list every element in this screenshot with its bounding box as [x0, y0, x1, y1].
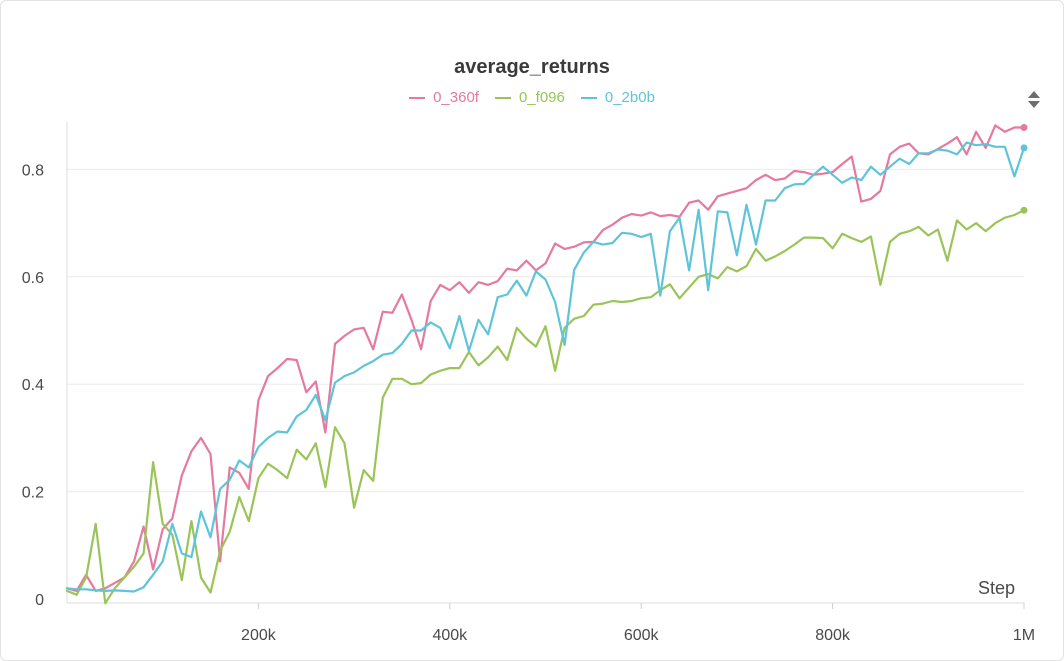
legend-item-0[interactable]: 0_360f: [409, 89, 479, 106]
y-tick-label: 0.4: [22, 377, 44, 394]
legend-swatch-2: [580, 96, 597, 99]
tick-labels: 0 0.2 0.4 0.6 0.8 200k 400k 600k 800k 1M Step: [22, 162, 1035, 644]
legend-swatch-1: [494, 96, 511, 99]
x-tick-label: 800k: [815, 627, 851, 644]
legend-label-2: 0_2b0b: [604, 89, 655, 106]
legend-item-1[interactable]: 0_f096: [494, 89, 565, 106]
series-line-0_f096[interactable]: [65, 209, 1026, 605]
series-line-0_2b0b[interactable]: [65, 141, 1026, 593]
series-end-point-0_2b0b: [1020, 144, 1028, 152]
series-end-point-0_f096: [1020, 206, 1028, 214]
sort-arrows-icon[interactable]: [1026, 90, 1042, 110]
chart-title: average_returns: [454, 56, 610, 78]
legend-label-0: 0_360f: [433, 89, 479, 106]
x-tick-label: 200k: [241, 627, 277, 644]
legend-swatch-0: [409, 96, 426, 99]
x-axis-title: Step: [978, 578, 1015, 598]
x-tick-label: 600k: [624, 627, 660, 644]
series-line-0_360f[interactable]: [65, 124, 1026, 593]
x-tick-label: 400k: [432, 627, 468, 644]
x-tick-label: 1M: [1013, 627, 1035, 644]
y-tick-label: 0.2: [22, 485, 44, 502]
legend-label-1: 0_f096: [518, 89, 565, 106]
chart-legend: 0_360f 0_f096 0_2b0b: [0, 89, 1064, 106]
legend-item-2[interactable]: 0_2b0b: [580, 89, 655, 106]
grid-lines: [67, 168, 1024, 493]
y-tick-label: 0: [35, 592, 44, 609]
series-lines: [65, 124, 1028, 605]
axes: [66, 122, 1025, 609]
series-end-point-0_360f: [1020, 124, 1028, 132]
y-tick-label: 0.6: [22, 270, 44, 287]
y-tick-label: 0.8: [22, 162, 44, 179]
